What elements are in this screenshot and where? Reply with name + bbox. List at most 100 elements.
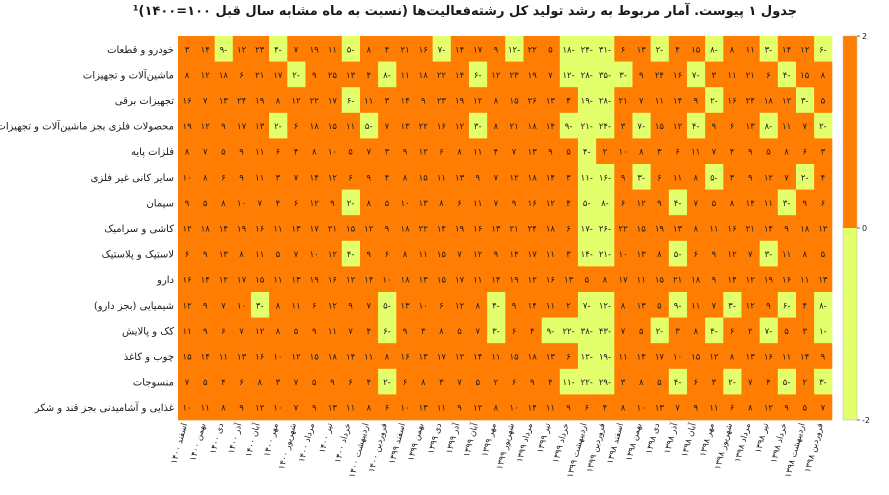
heatmap-cell-label: ۱۳ bbox=[419, 199, 429, 209]
heatmap-cell-label: ۱۱ bbox=[201, 404, 210, 414]
heatmap-cell bbox=[468, 112, 488, 139]
heatmap-cell-label: ۶ bbox=[766, 71, 771, 81]
heatmap-cell-label: ۱۱ bbox=[255, 173, 264, 183]
heatmap-cell bbox=[541, 112, 560, 139]
heatmap-cell bbox=[178, 343, 197, 370]
heatmap-cell-label: ۵ bbox=[221, 148, 226, 158]
heatmap-cell-label: ۲ bbox=[494, 378, 499, 388]
heatmap-cell bbox=[287, 317, 306, 344]
heatmap-cell bbox=[287, 61, 306, 88]
heatmap-cell-label: ۱۱ bbox=[655, 97, 664, 107]
heatmap-cell-label: ۹ bbox=[784, 225, 789, 235]
heatmap-cell-label: ۹ bbox=[712, 276, 717, 286]
heatmap-cell bbox=[250, 368, 270, 395]
heatmap-cell-label: ۱۰ bbox=[310, 250, 319, 260]
heatmap-cell-label: ۱۲ bbox=[455, 301, 465, 311]
heatmap-cell-label: ۸ bbox=[439, 199, 444, 209]
heatmap-cell-label: ۷- bbox=[765, 327, 773, 337]
heatmap-cell-label: ۸ bbox=[693, 327, 698, 337]
heatmap-cell-label: ۴- bbox=[583, 148, 591, 158]
heatmap-cell-label: ۲ bbox=[748, 327, 753, 337]
heatmap-cell bbox=[650, 215, 669, 242]
heatmap-cell-label: ۷ bbox=[748, 250, 753, 260]
heatmap-cell bbox=[214, 164, 233, 190]
heatmap-cell-label: ۱۱ bbox=[546, 301, 555, 311]
heatmap-cell-label: ۱۰ bbox=[419, 301, 428, 311]
heatmap-cell bbox=[359, 189, 379, 216]
heatmap-cell-label: ۱۰ bbox=[619, 148, 628, 158]
heatmap-cell bbox=[468, 61, 488, 88]
heatmap-cell-label: ۴- bbox=[710, 327, 718, 337]
heatmap-cell bbox=[777, 189, 796, 216]
heatmap-cell bbox=[795, 61, 815, 88]
heatmap-cell-label: ۷- bbox=[583, 301, 591, 311]
heatmap-cell bbox=[523, 266, 542, 293]
heatmap-cell-label: ۱۷ bbox=[328, 97, 338, 107]
heatmap-cell-label: ۷ bbox=[748, 378, 753, 388]
heatmap-cell-label: ۱۱ bbox=[255, 250, 264, 260]
heatmap-cell-label: ۱۳ bbox=[292, 225, 302, 235]
heatmap-cell bbox=[414, 266, 433, 293]
heatmap-cell-label: ۱۱ bbox=[764, 199, 773, 209]
heatmap-cell bbox=[777, 292, 796, 318]
heatmap-cell bbox=[704, 36, 724, 62]
heatmap-cell-label: ۶ bbox=[693, 250, 698, 260]
heatmap-cell bbox=[541, 61, 560, 88]
heatmap-cell-label: ۱۱ bbox=[219, 353, 228, 363]
heatmap-cell-label: ۸ bbox=[621, 404, 626, 414]
heatmap-cell bbox=[214, 317, 233, 344]
heatmap-cell bbox=[396, 240, 415, 267]
heatmap-cell bbox=[595, 87, 615, 114]
heatmap-cell bbox=[486, 394, 506, 421]
heatmap-cell-label: ۱۷ bbox=[437, 353, 447, 363]
heatmap-cell bbox=[668, 317, 687, 344]
heatmap-cell bbox=[795, 240, 815, 267]
heatmap-cell bbox=[359, 138, 379, 165]
heatmap-cell-label: ۶ bbox=[584, 404, 589, 414]
heatmap-cell-label: ۷ bbox=[203, 97, 208, 107]
heatmap-cell bbox=[559, 61, 578, 88]
heatmap-cell-label: ۱۳ bbox=[346, 71, 356, 81]
heatmap-cell bbox=[614, 61, 633, 88]
row-label: سایر کانی غیر فلزی bbox=[91, 173, 174, 184]
heatmap-cell bbox=[178, 368, 197, 395]
heatmap-cell bbox=[414, 317, 433, 344]
heatmap-cell bbox=[323, 138, 342, 165]
heatmap-cell-label: ۴ bbox=[802, 301, 807, 311]
heatmap-cell-label: ۱۸ bbox=[201, 225, 211, 235]
heatmap-cell bbox=[813, 36, 833, 62]
heatmap-cell-label: ۲۳ bbox=[437, 97, 447, 107]
heatmap-cell-label: ۱۳ bbox=[546, 353, 556, 363]
heatmap-cell bbox=[396, 394, 415, 421]
heatmap-cell bbox=[196, 394, 215, 421]
heatmap-cell-label: ۷ bbox=[239, 327, 244, 337]
heatmap-cell-label: ۲۱ bbox=[510, 122, 519, 132]
heatmap-cell bbox=[777, 343, 796, 370]
heatmap-cell bbox=[795, 266, 815, 293]
heatmap-cell bbox=[432, 87, 451, 114]
heatmap-cell-label: ۱۱ bbox=[691, 301, 700, 311]
heatmap-cell-label: ۷ bbox=[457, 250, 462, 260]
heatmap-cell bbox=[813, 266, 833, 293]
heatmap-cell bbox=[268, 87, 288, 114]
heatmap-cell bbox=[759, 215, 778, 242]
heatmap-cell bbox=[505, 343, 524, 370]
heatmap-cell-label: ۳ bbox=[276, 173, 281, 183]
heatmap-cell bbox=[577, 343, 597, 370]
heatmap-cell bbox=[196, 87, 215, 114]
heatmap-cell-label: ۶ bbox=[221, 327, 226, 337]
heatmap-cell bbox=[577, 164, 597, 190]
heatmap-cell-label: ۷ bbox=[294, 404, 299, 414]
heatmap-cell bbox=[305, 112, 324, 139]
heatmap-cell bbox=[341, 87, 360, 114]
heatmap-cell bbox=[178, 36, 197, 62]
heatmap-cell bbox=[686, 164, 706, 190]
column-label: تیر ۱۴۰۰ bbox=[318, 422, 336, 455]
heatmap-cell-label: ۲ bbox=[802, 378, 807, 388]
heatmap-cell-label: ۱۷- bbox=[581, 225, 593, 235]
heatmap-cell bbox=[614, 215, 633, 242]
heatmap-cell bbox=[486, 317, 506, 344]
heatmap-cell bbox=[250, 36, 270, 62]
heatmap-cell bbox=[305, 138, 324, 165]
heatmap-cell bbox=[759, 61, 778, 88]
